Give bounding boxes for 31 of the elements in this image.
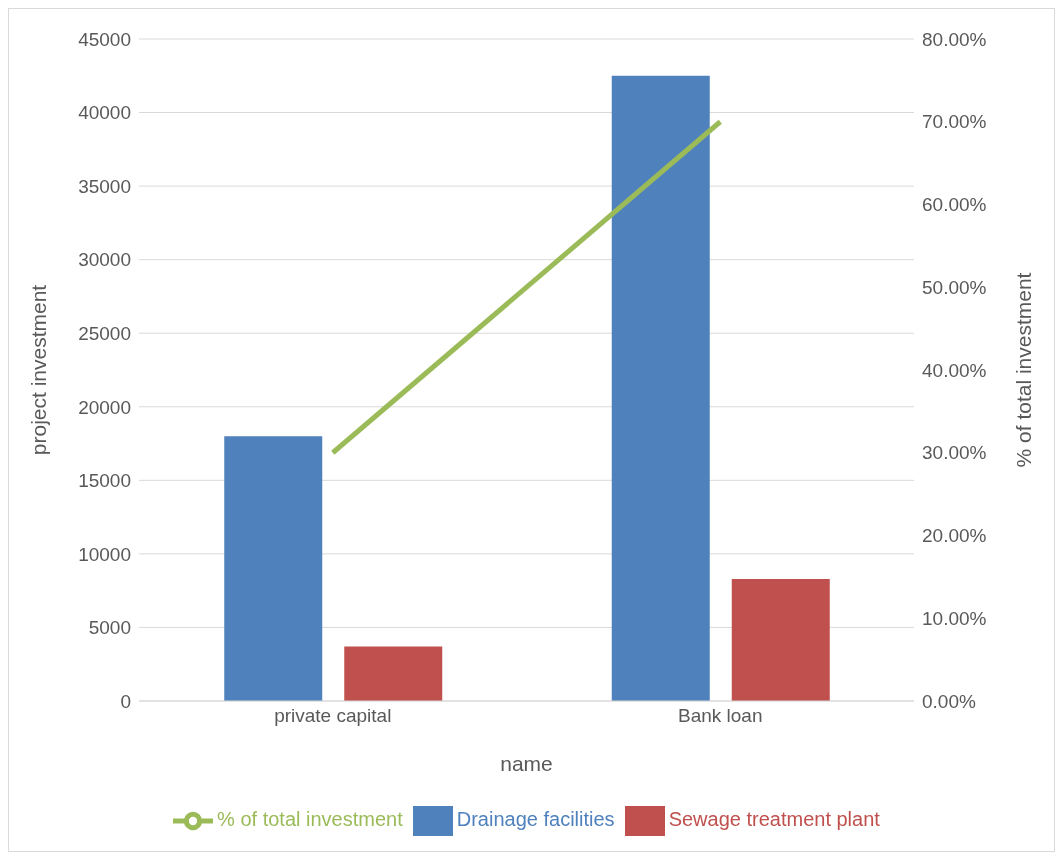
bar	[731, 578, 830, 701]
x-tick-label: Bank loan	[677, 705, 763, 727]
y2-tick-label: 20.00%	[922, 525, 987, 547]
y-tick-label: 45000	[78, 28, 131, 50]
y2-tick-label: 40.00%	[922, 359, 987, 381]
legend-label: Sewage treatment plant	[668, 808, 880, 831]
y-tick-label: 10000	[78, 543, 131, 565]
y2-tick-label: 70.00%	[922, 111, 987, 133]
y-tick-label: 40000	[78, 102, 131, 124]
y2-tick-label: 60.00%	[922, 194, 987, 216]
y-tick-label: 35000	[78, 175, 131, 197]
y-tick-label: 5000	[88, 617, 131, 639]
bar	[224, 436, 323, 701]
y2-tick-label: 0.00%	[922, 690, 976, 712]
legend-label: % of total investment	[217, 808, 403, 831]
legend-label: Drainage facilities	[456, 808, 615, 831]
x-tick-label: private capital	[274, 705, 392, 727]
y2-tick-label: 10.00%	[922, 607, 987, 629]
y-tick-label: 25000	[78, 322, 131, 344]
y-axis-title: project investment	[27, 284, 51, 456]
y2-axis-title: % of total investment	[1012, 272, 1036, 468]
y2-tick-label: 30.00%	[922, 442, 987, 464]
y-tick-label: 20000	[78, 396, 131, 418]
bar	[344, 646, 443, 701]
y-tick-label: 15000	[78, 470, 131, 492]
x-axis-title: name	[500, 752, 553, 775]
y2-tick-label: 50.00%	[922, 276, 987, 298]
y-tick-label: 30000	[78, 249, 131, 271]
y2-tick-label: 80.00%	[922, 28, 987, 50]
y-tick-label: 0	[120, 690, 131, 712]
bar	[611, 75, 710, 701]
